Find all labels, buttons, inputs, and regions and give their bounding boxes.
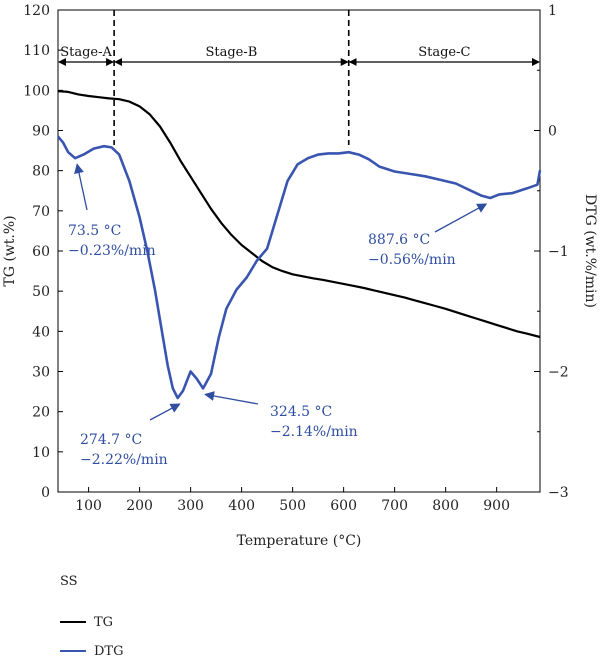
annotation-arrow — [434, 203, 488, 233]
x-tick-label: 900 — [483, 498, 510, 514]
annotation-rate: −0.56%/min — [368, 252, 456, 268]
legend-label-tg: TG — [94, 615, 113, 630]
y-left-tick-label: 110 — [23, 43, 50, 59]
y-left-tick-label: 90 — [32, 124, 50, 140]
y-right-tick-label: 1 — [548, 3, 557, 19]
peak-annotations: 73.5 °C −0.23%/min 274.7 °C −2.22%/min 324.5… — [68, 163, 488, 468]
y-left-tick-label: 80 — [32, 164, 50, 180]
annotation-arrow — [204, 391, 259, 405]
x-axis-label: Temperature (°C) — [237, 533, 362, 549]
y-left-tick-label: 60 — [32, 244, 50, 260]
stage-label: Stage-B — [205, 45, 257, 60]
left-y-axis: 0 10 20 30 40 50 60 70 80 90 100 110 120 — [23, 3, 63, 501]
series-lines — [57, 90, 542, 400]
legend-label-dtg: DTG — [94, 644, 123, 659]
annotation-arrow — [149, 403, 181, 421]
x-tick-label: 800 — [432, 498, 459, 514]
y-right-tick-label: 0 — [548, 124, 557, 140]
stage-label: Stage-A — [60, 45, 112, 60]
y-left-tick-label: 0 — [41, 485, 50, 501]
annotation-temperature: 324.5 °C — [270, 404, 332, 420]
x-tick-label: 600 — [330, 498, 357, 514]
left-y-axis-label: TG (wt.%) — [2, 215, 18, 286]
y-left-tick-label: 10 — [32, 445, 50, 461]
legend: SS TG DTG — [60, 574, 123, 659]
y-left-tick-label: 30 — [32, 365, 50, 381]
legend-title: SS — [60, 574, 78, 589]
stage-markers: Stage-A Stage-B Stage-C — [58, 10, 540, 145]
annotation-rate: −2.14%/min — [270, 424, 358, 440]
annotation-temperature: 887.6 °C — [368, 232, 430, 248]
x-tick-label: 200 — [126, 498, 153, 514]
y-right-tick-label: −2 — [548, 365, 569, 381]
right-y-axis-label: DTG (wt.%/min) — [582, 194, 598, 308]
x-tick-label: 700 — [381, 498, 408, 514]
annotation-rate: −2.22%/min — [80, 452, 168, 468]
y-left-tick-label: 120 — [23, 3, 50, 19]
y-left-tick-label: 40 — [32, 324, 50, 340]
y-left-tick-label: 20 — [32, 405, 50, 421]
y-left-tick-label: 50 — [32, 284, 50, 300]
series-line-tg — [57, 90, 541, 339]
annotation-arrow — [74, 163, 88, 211]
y-right-tick-label: −3 — [548, 485, 569, 501]
annotation-temperature: 274.7 °C — [80, 432, 142, 448]
series-line-dtg — [57, 135, 542, 400]
annotation-rate: −0.23%/min — [68, 243, 156, 259]
x-axis: 100 200 300 400 500 600 700 800 900 — [75, 487, 510, 514]
x-tick-label: 500 — [279, 498, 306, 514]
y-left-tick-label: 100 — [23, 83, 50, 99]
x-tick-label: 100 — [75, 498, 102, 514]
annotation-temperature: 73.5 °C — [68, 223, 121, 239]
stage-label: Stage-C — [418, 45, 470, 60]
y-right-tick-label: −1 — [548, 244, 569, 260]
right-y-axis: 1 0 −1 −2 −3 — [534, 3, 569, 501]
x-tick-label: 400 — [228, 498, 255, 514]
y-left-tick-label: 70 — [32, 204, 50, 220]
x-tick-label: 300 — [177, 498, 204, 514]
